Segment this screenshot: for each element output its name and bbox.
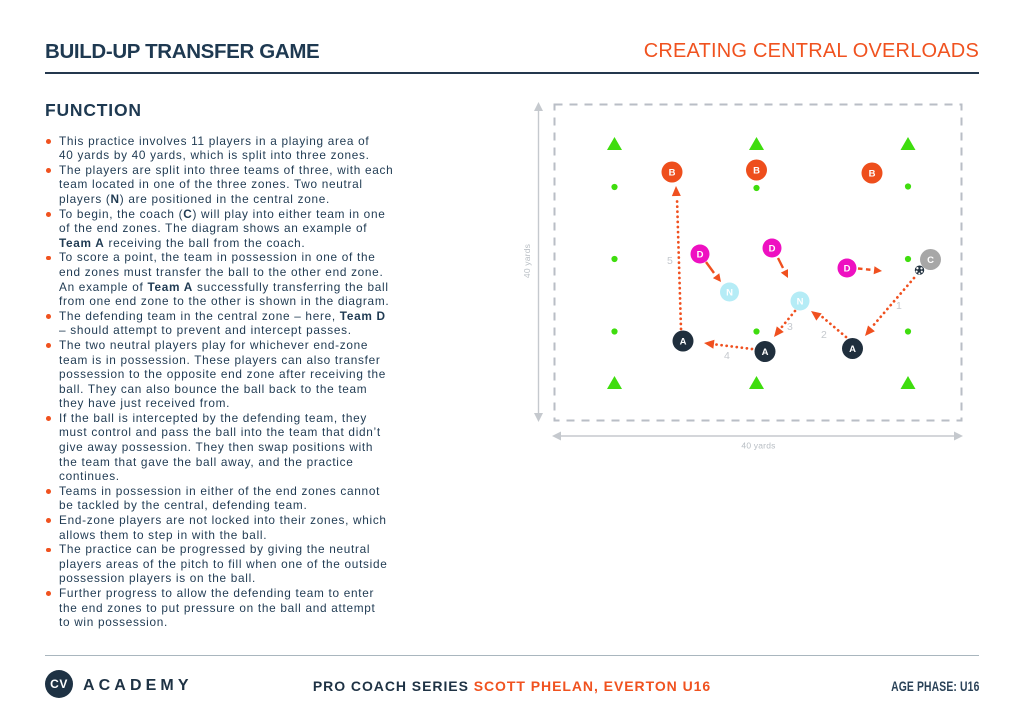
svg-text:2: 2 bbox=[821, 329, 827, 341]
svg-text:3: 3 bbox=[787, 321, 793, 333]
svg-text:C: C bbox=[927, 255, 934, 266]
svg-text:A: A bbox=[849, 344, 856, 355]
svg-text:B: B bbox=[753, 166, 760, 177]
svg-text:1: 1 bbox=[896, 300, 902, 312]
svg-text:40 yards: 40 yards bbox=[741, 441, 775, 451]
svg-text:A: A bbox=[680, 337, 687, 348]
svg-text:D: D bbox=[697, 250, 704, 261]
svg-text:A: A bbox=[762, 347, 769, 358]
svg-text:N: N bbox=[726, 288, 733, 299]
svg-text:B: B bbox=[869, 169, 876, 180]
svg-text:D: D bbox=[844, 264, 851, 275]
svg-text:B: B bbox=[669, 168, 676, 179]
svg-text:40 yards: 40 yards bbox=[522, 244, 532, 278]
svg-text:5: 5 bbox=[667, 255, 673, 267]
svg-text:4: 4 bbox=[724, 350, 730, 362]
svg-text:N: N bbox=[797, 297, 804, 308]
svg-text:D: D bbox=[769, 244, 776, 255]
